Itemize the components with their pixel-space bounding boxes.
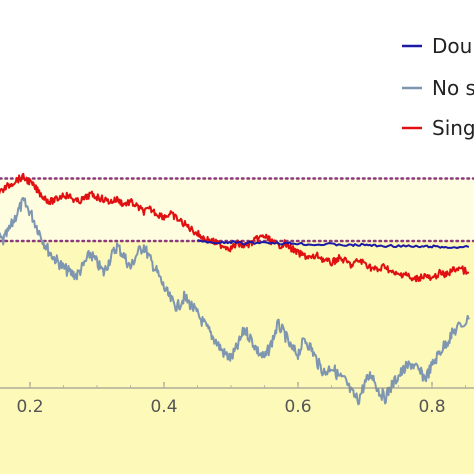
series-line-no-s (0, 197, 470, 406)
background-band-1 (0, 178, 474, 241)
legend-label: Sing (432, 116, 474, 140)
background-band-2 (0, 241, 474, 474)
x-axis-ticks: 0.2 0.4 0.6 0.8 (16, 382, 466, 417)
legend-label: Doubl (432, 34, 474, 58)
legend-label: No s (432, 76, 474, 100)
x-tick-label: 0.2 (16, 397, 43, 417)
legend: Doubl No s Sing (402, 34, 474, 140)
series-lines (0, 172, 470, 406)
background-band-0 (0, 143, 474, 179)
background-bands (0, 143, 474, 474)
x-tick-label: 0.4 (150, 397, 177, 417)
series-line-sing (0, 172, 470, 283)
x-tick-label: 0.6 (284, 397, 311, 417)
x-tick-label: 0.8 (418, 397, 445, 417)
series-line-doubl (197, 239, 470, 249)
